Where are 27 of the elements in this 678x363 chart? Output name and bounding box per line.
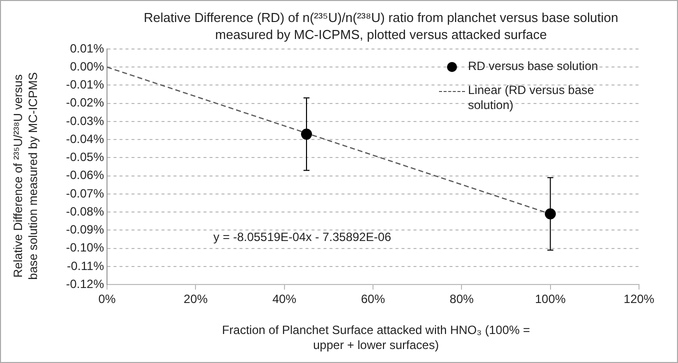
y-tick-label: -0.01%: [66, 78, 104, 92]
chart-title: Relative Difference (RD) of n(²³⁵U)/n(²³⁸U) ratio from planchet versus base solution measured by MC-ICPMS, plotted versus attacked surface: [142, 9, 620, 43]
y-tick-label: -0.05%: [66, 150, 104, 164]
y-tick-label: -0.08%: [66, 204, 104, 218]
x-tick-label: 60%: [360, 292, 386, 306]
annotation: y = -8.05519E-04x - 7.35892E-06: [213, 229, 392, 246]
x-tick-label: 80%: [450, 292, 474, 306]
y-tick-label: -0.11%: [66, 258, 104, 273]
y-tick-label: -0.04%: [66, 132, 104, 146]
x-tick-label: 100%: [534, 292, 566, 306]
y-tick-label: -0.10%: [66, 240, 104, 255]
y-tick-label: -0.07%: [66, 186, 104, 200]
y-tick-label: -0.06%: [66, 168, 104, 182]
y-tick-label: -0.09%: [66, 222, 104, 237]
x-axis-title: Fraction of Planchet Surface attacked with HNO₃ (100% = upper + lower surfaces): [220, 323, 532, 353]
x-tick-label: 120%: [624, 292, 655, 306]
y-tick-label: -0.12%: [66, 276, 104, 291]
y-tick-label: -0.02%: [66, 96, 104, 110]
legend-label: Linear (RD versus base solution): [468, 83, 596, 113]
legend-label: RD versus base solution: [468, 59, 598, 74]
x-tick-label: 0%: [98, 292, 116, 306]
y-axis-title: Relative Difference of ²³⁵U/²³⁸U versus base solution measured by MC-ICPMS: [11, 71, 41, 282]
y-tick-label: 0.00%: [70, 59, 104, 74]
y-tick-label: -0.03%: [66, 114, 104, 128]
x-tick-label: 20%: [184, 292, 208, 306]
x-tick-label: 40%: [272, 292, 297, 306]
y-tick-label: 0.01%: [70, 41, 104, 56]
